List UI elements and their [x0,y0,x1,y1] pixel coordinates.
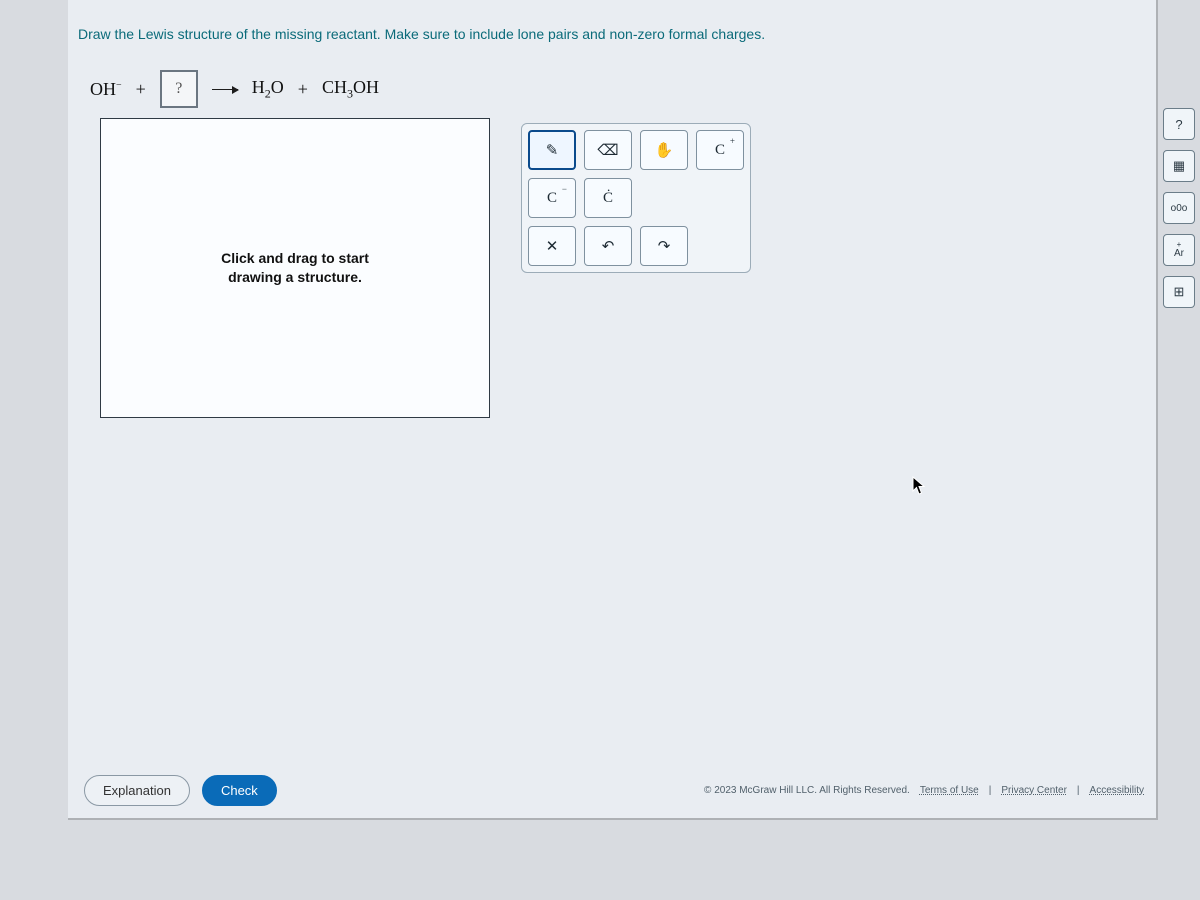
c-plus-tool[interactable]: C + [696,130,744,170]
c-plus-base: C [715,142,725,159]
help-button[interactable]: ? [1163,108,1195,140]
accessibility-link[interactable]: Accessibility [1090,785,1144,796]
legal-text: © 2023 McGraw Hill LLC. All Rights Reser… [704,785,1144,796]
pencil-icon: ✎ [546,141,559,160]
hand-icon: ✋ [655,141,674,160]
ar-label: Ar [1174,249,1184,259]
periodic-button[interactable]: + Ar [1163,234,1195,266]
right-sidebar: ? ▦ o0o + Ar ⊞ [1158,108,1200,308]
c-minus-base: C [547,190,557,207]
c-plus-sup: + [730,136,735,146]
eraser-icon: ⌫ [597,141,618,160]
question-panel: Draw the Lewis structure of the missing … [68,0,1158,820]
c-minus-sup: − [562,184,567,194]
privacy-link[interactable]: Privacy Center [1001,785,1067,796]
close-tool[interactable]: ✕ [528,226,576,266]
c-radical-tool[interactable]: Ċ [584,178,632,218]
copyright-text: © 2023 McGraw Hill LLC. All Rights Reser… [704,785,910,796]
help-icon: ? [1175,117,1182,132]
instruction-text: Draw the Lewis structure of the missing … [78,26,765,42]
chart-icon: o0o [1171,203,1188,214]
undo-icon: ↶ [602,237,615,256]
table-button[interactable]: ⊞ [1163,276,1195,308]
h2o-o: O [271,77,284,97]
redo-tool[interactable]: ↷ [640,226,688,266]
canvas-hint-line2: drawing a structure. [228,268,362,287]
reactant-oh-charge: − [116,80,122,91]
redo-icon: ↷ [658,237,671,256]
reactant-oh: OH− [90,79,122,100]
undo-tool[interactable]: ↶ [584,226,632,266]
c-minus-tool[interactable]: C − [528,178,576,218]
terms-link[interactable]: Terms of Use [920,785,979,796]
grid-icon: ▦ [1173,158,1185,174]
product-h2o: H2O [252,77,284,102]
drawing-canvas[interactable]: Click and drag to start drawing a struct… [100,118,490,418]
close-icon: ✕ [546,237,559,256]
reaction-arrow-icon [212,89,238,90]
explanation-button[interactable]: Explanation [84,775,190,806]
plus-2: + [298,79,308,100]
unknown-q: ? [175,80,182,98]
eraser-tool[interactable]: ⌫ [584,130,632,170]
table-icon: ⊞ [1174,284,1185,300]
chart-button[interactable]: o0o [1163,192,1195,224]
ch3oh-ch: CH [322,77,347,97]
check-button[interactable]: Check [202,775,277,806]
cursor-icon [912,476,926,496]
product-ch3oh: CH3OH [322,77,379,102]
tool-palette: ✎ ⌫ ✋ C + C − Ċ ✕ ↶ ↷ [521,123,751,273]
footer-bar: Explanation Check © 2023 McGraw Hill LLC… [84,775,1144,806]
c-dot-base: Ċ [603,190,613,207]
pencil-tool[interactable]: ✎ [528,130,576,170]
grid-button[interactable]: ▦ [1163,150,1195,182]
h2o-h: H [252,77,265,97]
hand-tool[interactable]: ✋ [640,130,688,170]
canvas-hint: Click and drag to start drawing a struct… [101,119,489,417]
reactant-oh-base: OH [90,79,116,99]
plus-1: + [136,79,146,100]
canvas-hint-line1: Click and drag to start [221,249,369,268]
reaction-equation: OH− + ? H2O + CH3OH [90,70,379,108]
unknown-reactant-box[interactable]: ? [160,70,198,108]
ch3oh-oh: OH [353,77,379,97]
